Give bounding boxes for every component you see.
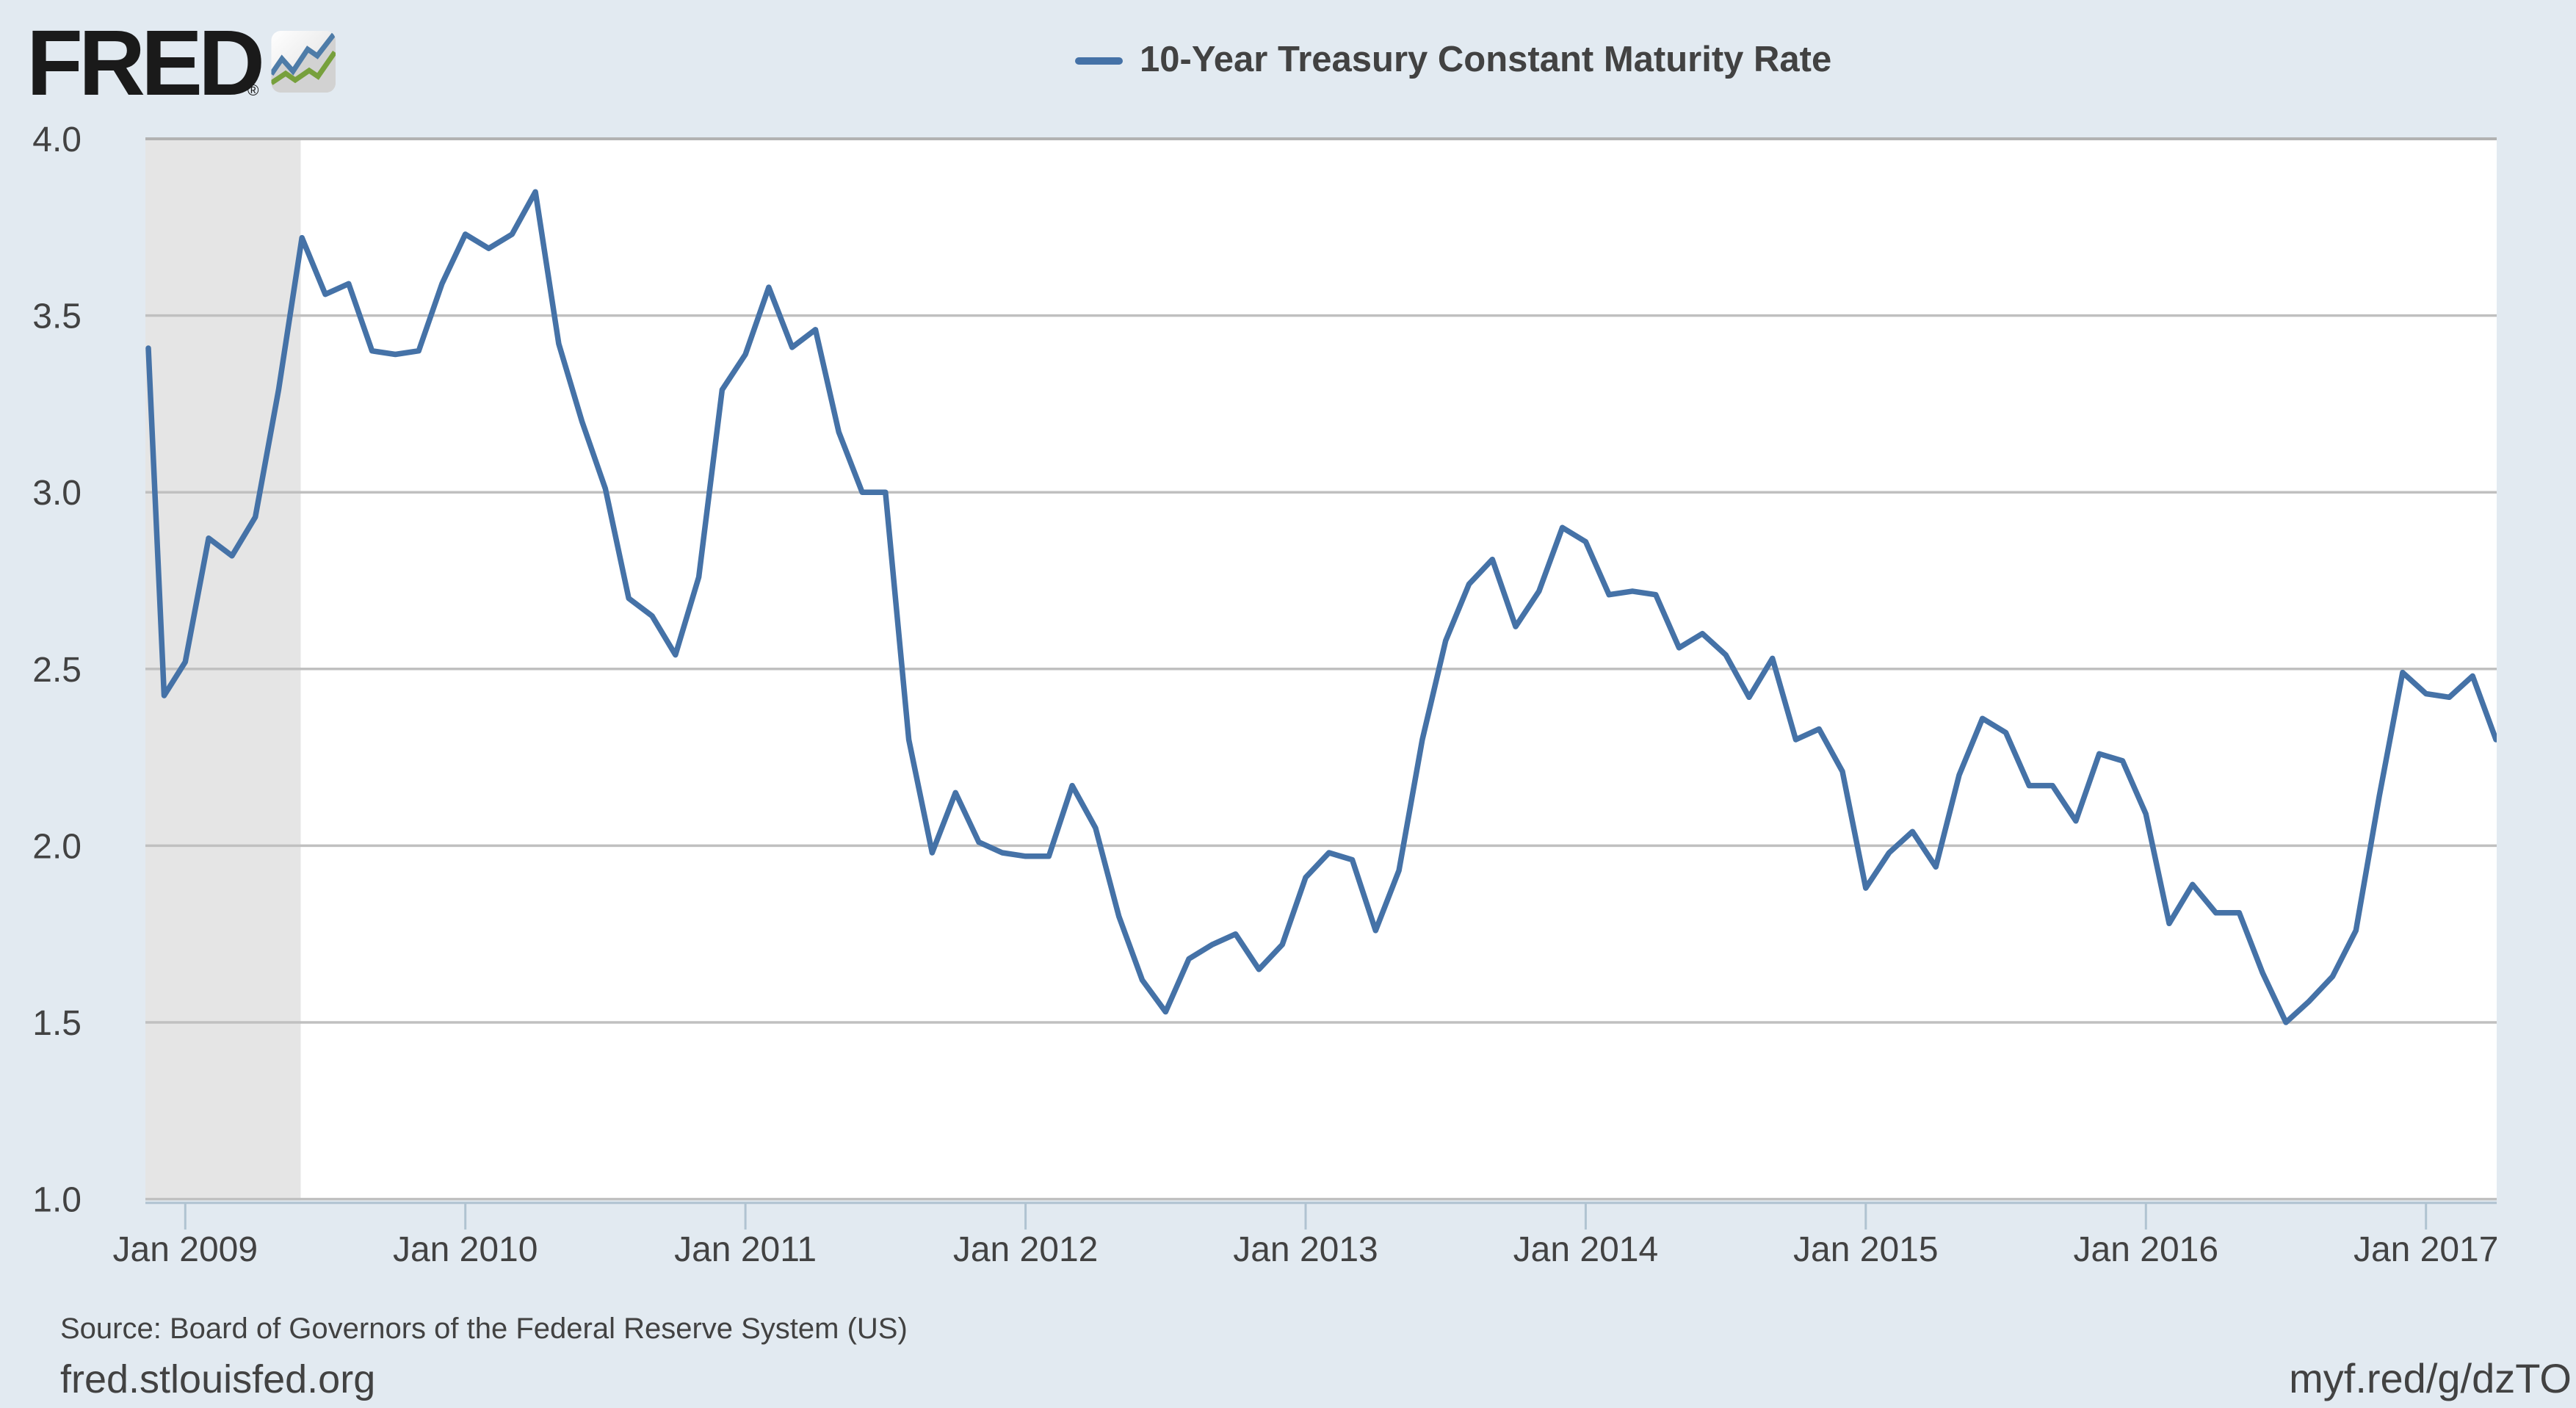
svg-text:Jan 2017: Jan 2017	[2354, 1230, 2499, 1269]
svg-text:Jan 2009: Jan 2009	[113, 1230, 258, 1269]
svg-text:Jan 2015: Jan 2015	[1793, 1230, 1939, 1269]
svg-text:1.0: 1.0	[32, 1181, 82, 1220]
svg-text:Jan 2010: Jan 2010	[393, 1230, 538, 1269]
svg-text:3.5: 3.5	[32, 297, 82, 336]
svg-text:2.5: 2.5	[32, 651, 82, 690]
svg-text:Source: Board of Governors of: Source: Board of Governors of the Federa…	[60, 1313, 908, 1345]
svg-text:Jan 2014: Jan 2014	[1513, 1230, 1659, 1269]
svg-text:Jan 2013: Jan 2013	[1233, 1230, 1378, 1269]
svg-text:fred.stlouisfed.org: fred.stlouisfed.org	[60, 1357, 375, 1401]
svg-text:1.5: 1.5	[32, 1004, 82, 1043]
svg-text:Jan 2016: Jan 2016	[2074, 1230, 2219, 1269]
svg-text:Jan 2012: Jan 2012	[953, 1230, 1099, 1269]
svg-text:®: ®	[247, 82, 259, 99]
svg-text:Jan 2011: Jan 2011	[674, 1230, 817, 1269]
svg-text:myf.red/g/dzTO: myf.red/g/dzTO	[2289, 1355, 2572, 1401]
svg-text:3.0: 3.0	[32, 474, 82, 513]
svg-text:2.0: 2.0	[32, 827, 82, 866]
svg-text:FRED: FRED	[26, 11, 261, 115]
svg-text:10-Year Treasury Constant Matu: 10-Year Treasury Constant Maturity Rate	[1140, 40, 1831, 79]
svg-text:4.0: 4.0	[32, 120, 82, 159]
